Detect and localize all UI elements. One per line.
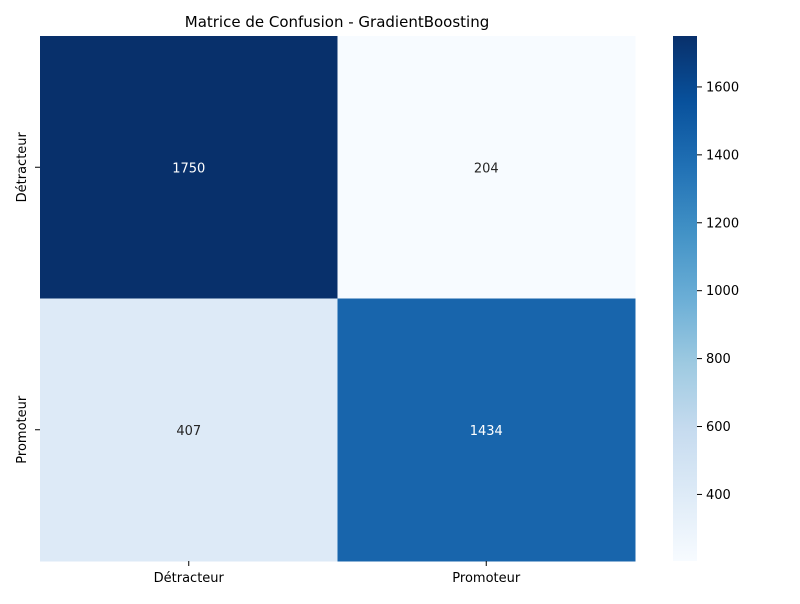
y-tick-label: Promoteur [15, 395, 30, 464]
heatmap-cell [337, 298, 636, 562]
heatmap-cells [40, 36, 636, 562]
x-tick-label: Promoteur [452, 571, 521, 586]
colorbar-tick-label: 800 [706, 352, 731, 367]
chart-title: Matrice de Confusion - GradientBoosting [185, 13, 490, 31]
colorbar-tick-label: 1600 [706, 80, 739, 95]
cell-value-label: 1434 [470, 424, 503, 439]
heatmap-cell [40, 36, 338, 299]
colorbar-tick-label: 1000 [706, 284, 739, 299]
cell-annotations: 1750 204 407 1434 [172, 161, 503, 439]
cell-value-label: 204 [474, 161, 499, 176]
colorbar-gradient [673, 36, 697, 561]
colorbar-tick-label: 600 [706, 420, 731, 435]
cell-value-label: 1750 [172, 161, 205, 176]
colorbar-tick-label: 1400 [706, 148, 739, 163]
x-axis: Détracteur Promoteur [154, 561, 521, 586]
heatmap-cell [40, 298, 338, 562]
colorbar-tick-label: 400 [706, 488, 731, 503]
heatmap-cell [337, 36, 636, 299]
x-tick-label: Détracteur [154, 571, 225, 586]
colorbar-tick-label: 1200 [706, 216, 739, 231]
y-tick-label: Détracteur [15, 131, 30, 202]
colorbar: 400 600 800 1000 1200 1400 1600 [673, 36, 739, 561]
cell-value-label: 407 [176, 424, 201, 439]
y-axis: Détracteur Promoteur [15, 131, 40, 464]
